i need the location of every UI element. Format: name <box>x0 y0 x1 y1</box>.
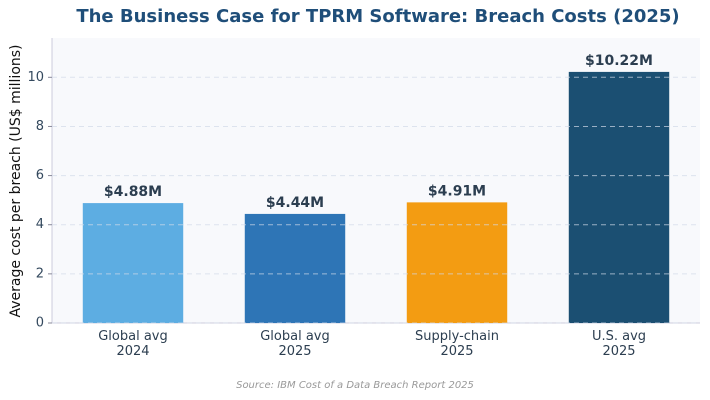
y-tick-label: 0 <box>36 316 44 331</box>
y-axis-label: Average cost per breach (US$ millions) <box>8 44 24 317</box>
chart-title: The Business Case for TPRM Software: Bre… <box>76 6 679 27</box>
y-tick-label: 10 <box>27 70 44 85</box>
y-tick-label: 6 <box>36 168 44 183</box>
value-label: $4.91M <box>428 183 486 199</box>
value-label: $10.22M <box>585 53 653 69</box>
x-tick-label: Global avg 2024 <box>98 329 168 359</box>
source-note: Source: IBM Cost of a Data Breach Report… <box>236 380 474 391</box>
bar <box>244 213 346 323</box>
value-label: $4.44M <box>266 195 324 211</box>
y-tick-label: 4 <box>36 217 44 232</box>
x-tick-label: Global avg 2025 <box>260 329 330 359</box>
value-label: $4.88M <box>104 184 162 200</box>
bar <box>406 202 508 323</box>
bar <box>82 203 184 323</box>
x-tick-label: Supply-chain 2025 <box>415 329 499 359</box>
y-tick-label: 8 <box>36 119 44 134</box>
x-tick-label: U.S. avg 2025 <box>591 329 647 359</box>
y-tick-label: 2 <box>36 266 44 281</box>
bar <box>568 71 670 323</box>
